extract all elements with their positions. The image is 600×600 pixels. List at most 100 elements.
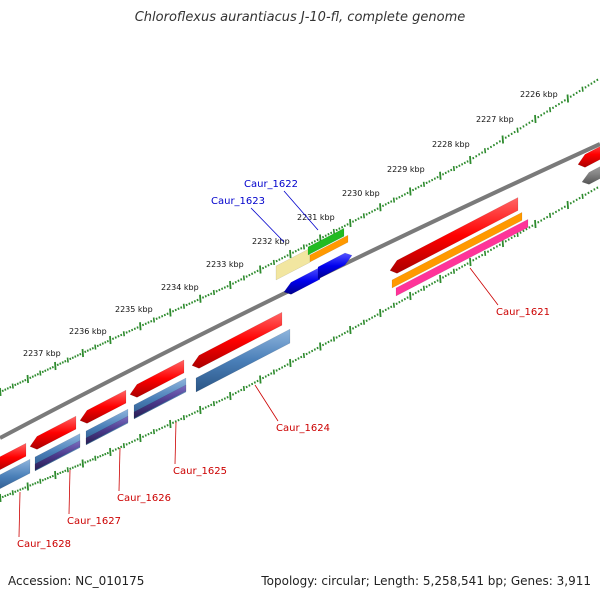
inner-tick <box>551 212 555 215</box>
outer-tick <box>242 275 246 281</box>
inner-tick <box>39 478 42 484</box>
outer-tick <box>36 373 39 376</box>
inner-tick <box>89 459 92 462</box>
outer-tick <box>66 357 69 363</box>
outer-tick <box>229 280 232 290</box>
inner-tick <box>360 322 363 326</box>
cds-feature <box>389 197 519 274</box>
outer-tick <box>368 211 371 215</box>
inner-tick <box>441 276 445 279</box>
inner-tick <box>180 417 183 421</box>
outer-tick <box>261 266 265 270</box>
inner-tick <box>566 200 569 210</box>
inner-tick <box>69 467 72 470</box>
inner-tick <box>161 426 164 430</box>
inner-tick <box>141 435 145 438</box>
inner-tick <box>9 492 12 496</box>
outer-tick <box>447 170 450 173</box>
pink-feature <box>395 218 529 297</box>
inner-tick <box>395 302 398 305</box>
inner-tick <box>158 427 161 431</box>
outer-tick <box>99 343 102 346</box>
outer-tick <box>117 335 120 338</box>
outer-tick <box>324 234 327 237</box>
inner-tick <box>66 467 69 473</box>
inner-tick <box>572 200 575 203</box>
inner-tick <box>272 369 276 375</box>
inner-tick <box>248 384 251 387</box>
inner-tick <box>357 324 360 327</box>
outer-tick <box>554 104 558 108</box>
inner-tick <box>109 447 112 457</box>
inner-tick <box>452 268 456 274</box>
inner-tick <box>425 285 428 288</box>
tick-label: 2228 kbp <box>432 140 470 149</box>
outer-tick <box>428 180 431 183</box>
inner-tick <box>569 202 572 205</box>
outer-tick <box>139 322 142 331</box>
backbone-arc <box>0 142 600 440</box>
outer-tick <box>341 225 344 229</box>
inner-tick <box>481 253 484 257</box>
inner-tick <box>166 424 169 427</box>
inner-tick <box>584 193 587 196</box>
outer-tick <box>466 160 469 163</box>
outer-tick <box>590 82 593 85</box>
tick-label: 2233 kbp <box>206 260 244 269</box>
outer-tick <box>188 302 191 305</box>
inner-tick <box>171 421 175 424</box>
outer-tick <box>578 89 581 93</box>
gene-label: Caur_1626 <box>117 493 171 504</box>
inner-tick <box>59 471 62 475</box>
outer-tick <box>193 300 196 303</box>
outer-tick <box>147 321 150 324</box>
outer-tick <box>289 249 292 259</box>
inner-tick <box>414 291 417 295</box>
outer-tick <box>346 223 349 226</box>
inner-tick <box>522 229 525 233</box>
inner-tick <box>84 461 87 464</box>
inner-tick <box>61 470 64 474</box>
inner-tick <box>196 410 199 413</box>
outer-tick-ring <box>0 78 599 397</box>
gene-labels: Caur_1621 Caur_1622 Caur_1623 Caur_1624 Caur… <box>17 179 550 550</box>
inner-tick <box>381 310 385 313</box>
outer-tick <box>79 352 82 356</box>
outer-tick <box>231 282 235 285</box>
outer-tick <box>275 259 278 263</box>
accession-text: Accession: NC_010175 <box>8 574 145 588</box>
inner-tick <box>0 493 2 503</box>
outer-tick <box>11 383 14 389</box>
outer-tick <box>221 287 224 290</box>
inner-tick <box>169 419 172 429</box>
inner-tick <box>289 358 292 368</box>
outer-tick <box>264 265 267 268</box>
inner-tick <box>270 372 273 375</box>
inner-tick <box>242 385 246 392</box>
inner-tick <box>371 316 374 319</box>
outer-tick <box>587 84 590 87</box>
outer-tick <box>191 301 194 304</box>
inner-tick <box>29 484 32 487</box>
outer-tick <box>436 175 439 179</box>
inner-tick <box>483 250 487 256</box>
inner-tick <box>204 406 207 409</box>
outer-tick <box>204 295 207 298</box>
map-title: Chloroflexus aurantiacus J-10-fl, comple… <box>134 10 466 25</box>
inner-tick <box>74 465 77 468</box>
outer-tick <box>332 228 336 235</box>
outer-tick <box>150 320 153 323</box>
outer-tick <box>19 381 22 384</box>
outer-tick <box>392 197 396 203</box>
outer-tick <box>128 330 131 333</box>
outer-tick <box>354 218 357 222</box>
inner-tick <box>147 432 150 436</box>
inner-tick <box>311 349 314 353</box>
inner-tick <box>125 443 128 446</box>
outer-tick <box>584 86 587 89</box>
gene-label: Caur_1621 <box>496 307 550 318</box>
inner-tick <box>466 262 469 265</box>
inner-tick <box>319 342 322 351</box>
inner-tick <box>139 433 142 443</box>
inner-tick <box>313 348 316 351</box>
